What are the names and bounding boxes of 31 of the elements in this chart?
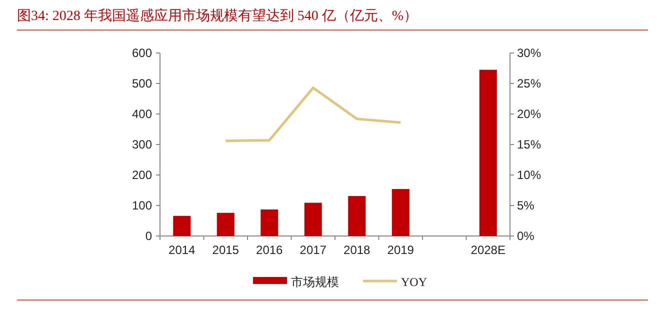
y2-tick-label: 20% [517, 107, 542, 121]
x-tick-label: 2028E [470, 243, 506, 257]
y2-tick-label: 25% [517, 76, 542, 90]
y-tick-label: 400 [132, 107, 152, 121]
legend-label: YOY [401, 275, 428, 289]
y-tick-label: 200 [132, 168, 152, 182]
bar [348, 196, 366, 236]
y-tick-label: 100 [132, 198, 152, 212]
y2-tick-label: 30% [517, 46, 542, 60]
x-tick-label: 2017 [300, 243, 327, 257]
legend-label: 市场规模 [291, 275, 339, 289]
bar [260, 209, 278, 236]
y2-tick-label: 0% [517, 229, 535, 243]
bar [216, 212, 234, 236]
x-tick-label: 2014 [168, 243, 196, 257]
y2-tick-label: 5% [517, 198, 535, 212]
x-tick-label: 2019 [387, 243, 414, 257]
bar [392, 189, 410, 236]
x-tick-label: 2015 [212, 243, 240, 257]
x-tick-label: 2018 [344, 243, 371, 257]
y-tick-label: 300 [132, 138, 152, 152]
bar [173, 216, 191, 236]
x-tick-label: 2016 [256, 243, 284, 257]
y2-tick-label: 15% [517, 138, 542, 152]
y-tick-label: 500 [132, 76, 152, 90]
y-tick-label: 600 [132, 46, 152, 60]
y2-tick-label: 10% [517, 168, 542, 182]
bar [479, 70, 497, 236]
y-tick-label: 0 [145, 229, 152, 243]
chart-title: 图34: 2028 年我国遥感应用市场规模有望达到 540 亿（亿元、%） [17, 8, 418, 24]
bar [304, 202, 322, 236]
